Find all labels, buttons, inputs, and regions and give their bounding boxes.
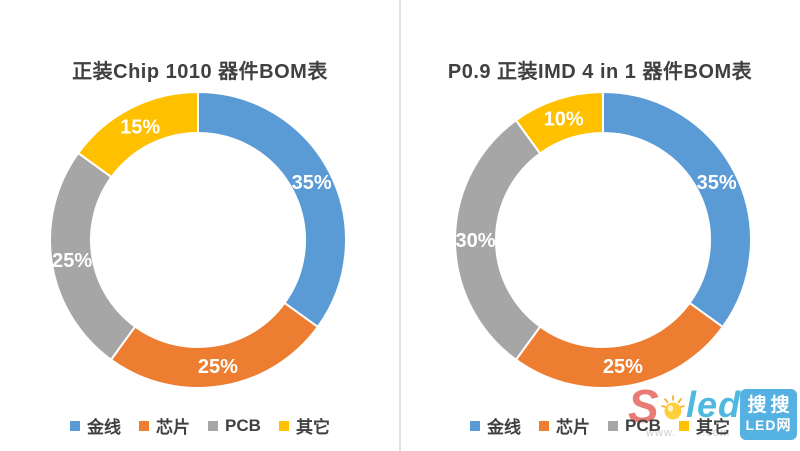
legend-marker-pcb bbox=[208, 420, 219, 431]
watermark-letter-s: S bbox=[628, 380, 659, 432]
legend-label: 芯片 bbox=[556, 418, 591, 437]
chart-panel-right: P0.9 正装IMD 4 in 1 器件BOM表 35% 25% 30% 10% 金线… bbox=[400, 0, 800, 451]
watermark-url: www. .com bbox=[646, 427, 730, 439]
chart-title-right: P0.9 正装IMD 4 in 1 器件BOM表 bbox=[447, 61, 753, 83]
soso-led-badge: 搜搜 LED网 bbox=[740, 389, 797, 440]
legend-marker-gold-wire bbox=[470, 420, 481, 431]
soled-wordmark: S led www. .com bbox=[628, 383, 742, 445]
badge-text-soso: 搜搜 bbox=[747, 394, 794, 416]
slice-value-label: 30% bbox=[455, 230, 495, 252]
legend-item: 金线 bbox=[470, 413, 521, 438]
watermark-letters-led: led bbox=[686, 384, 742, 425]
legend-marker-chip bbox=[539, 420, 550, 431]
donut-slice-其它 bbox=[514, 90, 604, 155]
legend-item: 金线 bbox=[70, 413, 121, 438]
chart-title-left: 正装Chip 1010 器件BOM表 bbox=[72, 61, 328, 83]
slice-value-label: 35% bbox=[292, 172, 332, 194]
legend-marker-gold-wire bbox=[70, 420, 81, 431]
legend-item: 其它 bbox=[678, 413, 730, 438]
legend-item: 其它 bbox=[278, 413, 330, 438]
donut-slice-其它 bbox=[76, 90, 199, 179]
panel-divider bbox=[399, 0, 401, 451]
legend-label: 金线 bbox=[87, 418, 122, 437]
legend-label: 芯片 bbox=[156, 418, 191, 437]
legend-item: PCB bbox=[208, 416, 261, 436]
slice-value-label: 10% bbox=[544, 109, 584, 131]
donut-slice-金线 bbox=[602, 90, 752, 329]
legend-label: 其它 bbox=[695, 418, 730, 437]
donut-chart-left: 35% 25% 25% 15% bbox=[49, 90, 347, 389]
legend-item: 芯片 bbox=[539, 413, 590, 438]
chart-panel-left: 正装Chip 1010 器件BOM表 35% 25% 25% 15% 金线 芯片 PC… bbox=[0, 61, 400, 438]
donut-slice-金线 bbox=[197, 90, 347, 329]
slice-value-label: 25% bbox=[603, 356, 643, 378]
watermark-url-suffix: .com bbox=[702, 427, 731, 439]
legend-marker-chip bbox=[139, 420, 150, 431]
legend-right: 金线 芯片 PCB 其它 bbox=[400, 413, 800, 438]
slice-value-label: 25% bbox=[198, 356, 238, 378]
legend-item: PCB bbox=[608, 416, 661, 436]
donut-chart-right: 35% 25% 30% 10% bbox=[454, 90, 752, 389]
slice-value-label: 35% bbox=[697, 172, 737, 194]
slice-value-label: 25% bbox=[52, 250, 92, 272]
legend-left: 金线 芯片 PCB 其它 bbox=[0, 413, 400, 438]
soled-watermark: S led www. .com 搜搜 LED网 bbox=[628, 383, 797, 445]
lightbulb-icon bbox=[661, 395, 685, 420]
legend-item: 芯片 bbox=[139, 413, 190, 438]
badge-text-lednet: LED网 bbox=[745, 416, 792, 433]
watermark-url-prefix: www. bbox=[646, 427, 677, 439]
slice-value-label: 15% bbox=[120, 116, 160, 138]
legend-marker-other bbox=[678, 420, 689, 431]
legend-marker-pcb bbox=[608, 420, 619, 431]
legend-label: PCB bbox=[225, 415, 261, 435]
legend-label: PCB bbox=[625, 415, 661, 435]
legend-marker-other bbox=[278, 420, 289, 431]
legend-label: 金线 bbox=[487, 418, 522, 437]
legend-label: 其它 bbox=[295, 418, 330, 437]
